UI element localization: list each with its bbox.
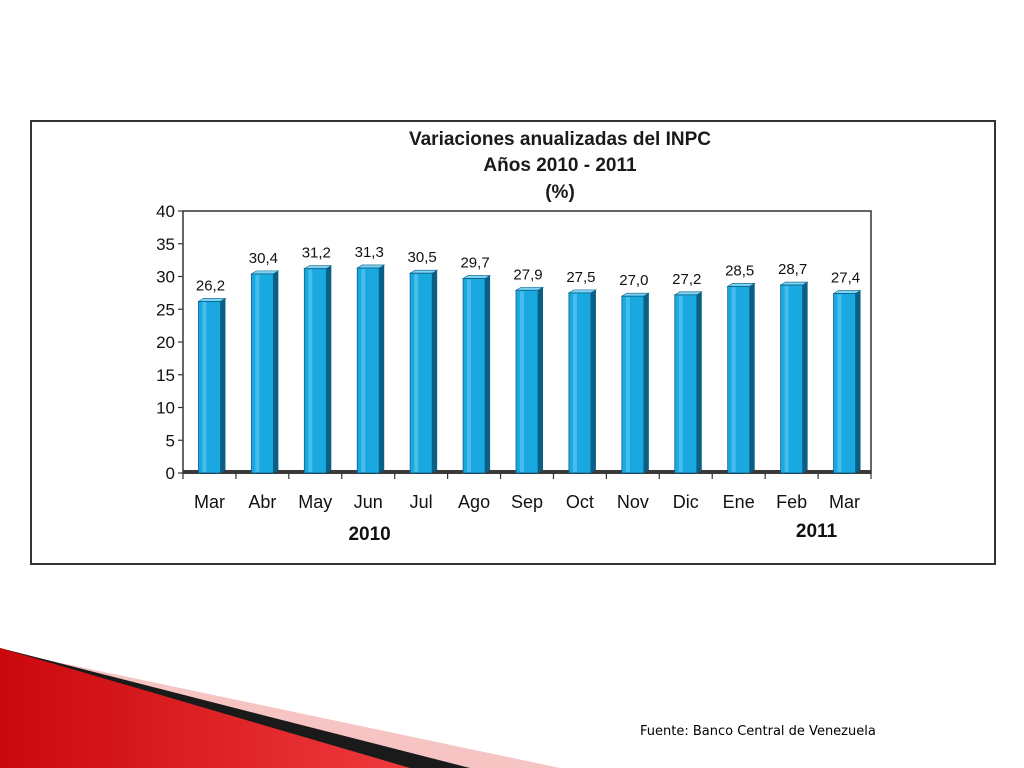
data-label: 26,2 bbox=[196, 277, 225, 294]
y-tick-label: 35 bbox=[156, 235, 175, 254]
x-tick-label: Abr bbox=[248, 492, 276, 512]
bar bbox=[197, 298, 227, 474]
x-tick-label: Mar bbox=[194, 492, 225, 512]
data-label: 29,7 bbox=[460, 254, 489, 271]
bar bbox=[461, 275, 492, 474]
data-label: 27,2 bbox=[672, 271, 701, 288]
x-tick-label: Sep bbox=[511, 492, 543, 512]
y-tick-label: 0 bbox=[166, 464, 175, 483]
data-label: 28,5 bbox=[725, 262, 754, 279]
data-label: 31,2 bbox=[302, 245, 331, 262]
y-tick-label: 10 bbox=[156, 399, 175, 418]
bar-series bbox=[197, 264, 862, 474]
bar bbox=[356, 264, 386, 474]
bar bbox=[620, 292, 650, 474]
data-label: 27,4 bbox=[831, 270, 860, 287]
deco-red-band bbox=[0, 648, 410, 768]
bar bbox=[514, 286, 545, 474]
bar bbox=[567, 289, 598, 474]
data-label: 30,5 bbox=[408, 249, 437, 266]
data-label: 31,3 bbox=[355, 244, 384, 261]
chart-title: Variaciones anualizadas del INPC bbox=[409, 129, 711, 150]
y-tick-label: 20 bbox=[156, 333, 175, 352]
bar bbox=[726, 283, 756, 474]
bar bbox=[832, 290, 862, 474]
bar bbox=[250, 270, 280, 474]
y-tick-label: 5 bbox=[166, 431, 175, 450]
data-label: 30,4 bbox=[249, 250, 278, 267]
data-label: 27,9 bbox=[513, 266, 542, 283]
y-tick-label: 15 bbox=[156, 366, 175, 385]
bar bbox=[303, 265, 333, 474]
year-label: 2011 bbox=[796, 521, 838, 542]
y-tick-label: 40 bbox=[156, 202, 175, 221]
x-tick-label: Feb bbox=[776, 492, 807, 512]
data-label: 28,7 bbox=[778, 261, 807, 278]
x-tick-label: May bbox=[298, 492, 332, 512]
x-tick-label: Jul bbox=[410, 492, 433, 512]
data-label: 27,5 bbox=[566, 269, 595, 286]
data-label: 27,0 bbox=[619, 272, 648, 289]
y-tick-label: 30 bbox=[156, 268, 175, 287]
x-tick-label: Ene bbox=[723, 492, 755, 512]
data-labels: 26,2 30,4 31,2 31,3 30,5 29,7 27,9 27,5 27,0 27,2… bbox=[196, 244, 860, 294]
bar bbox=[409, 269, 439, 474]
x-tick-label: Ago bbox=[458, 492, 490, 512]
source-note: Fuente: Banco Central de Venezuela bbox=[640, 724, 876, 739]
deco-dark-band bbox=[0, 648, 470, 768]
year-labels: 2010 2011 bbox=[348, 521, 837, 545]
y-tick-label: 25 bbox=[156, 300, 175, 319]
chart-unit: (%) bbox=[545, 182, 575, 203]
bar bbox=[673, 291, 703, 474]
bar bbox=[779, 281, 809, 474]
year-label: 2010 bbox=[348, 524, 390, 545]
x-tick-label: Jun bbox=[354, 492, 383, 512]
chart-subtitle: Años 2010 - 2011 bbox=[483, 155, 637, 176]
x-tick-label: Dic bbox=[673, 492, 699, 512]
x-tick-label: Oct bbox=[566, 492, 594, 512]
x-tick-label: Nov bbox=[617, 492, 649, 512]
x-axis: Mar Abr May Jun Jul Ago Sep Oct Nov Dic Ene Feb Mar bbox=[182, 473, 872, 512]
x-tick-label: Mar bbox=[829, 492, 860, 512]
